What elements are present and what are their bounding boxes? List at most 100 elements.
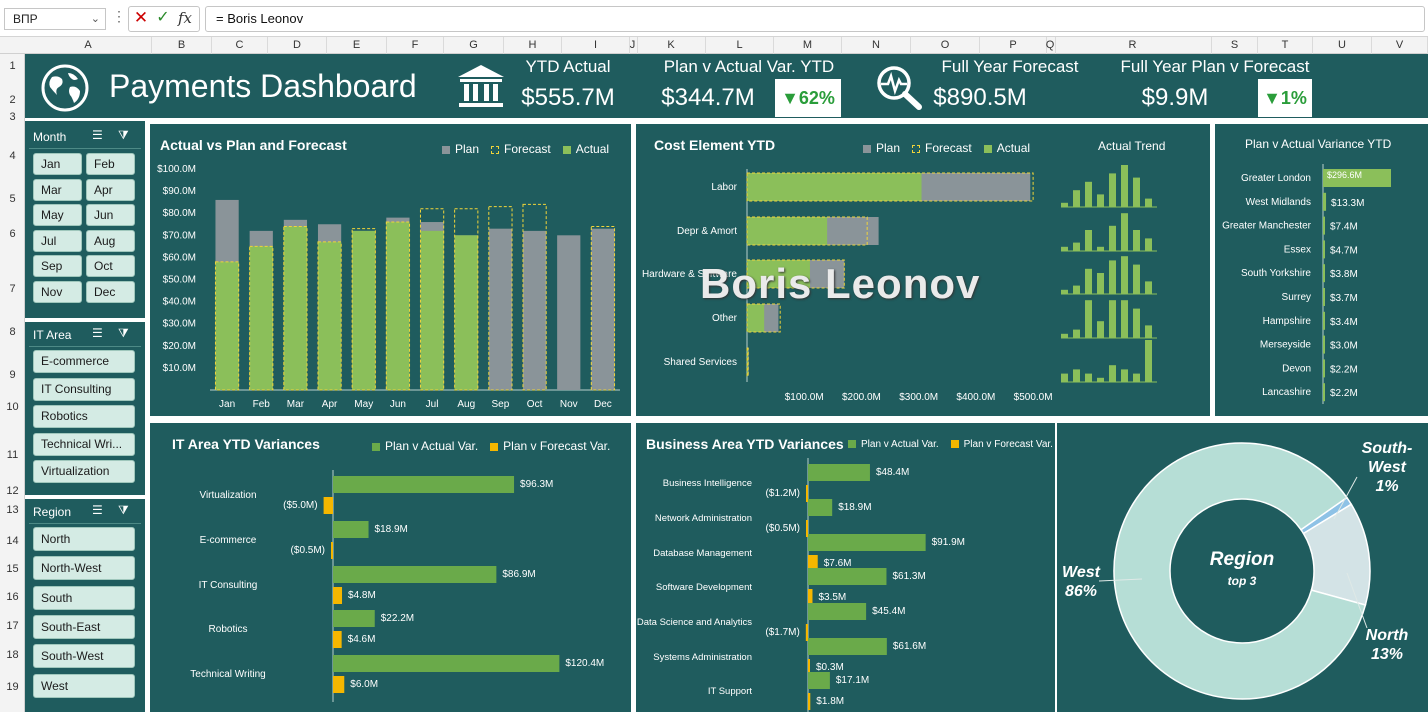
confirm-icon[interactable]: ✓ [156,9,170,26]
column-header-q[interactable]: Q [1045,37,1056,54]
row-header-16[interactable]: 16 [6,591,19,603]
slicer-item-south[interactable]: South [33,585,135,610]
slicer-item-apr[interactable]: Apr [86,178,135,201]
column-header-e[interactable]: E [327,37,387,54]
slicer-item-south-west[interactable]: South-West [33,644,135,669]
category-label: Data Science and Analytics [637,617,752,628]
kpi-plan-actual-badge: ▼62% [775,79,841,117]
slicer-item-robotics[interactable]: Robotics [33,405,135,428]
slicer-title-region: Region [33,505,72,519]
row-header-12[interactable]: 12 [6,485,19,497]
clear-filter-icon[interactable]: ⧩ [118,128,129,142]
row-header-8[interactable]: 8 [9,326,16,338]
slicer-item-aug[interactable]: Aug [86,229,135,252]
column-header-h[interactable]: H [504,37,562,54]
row-header-13[interactable]: 13 [6,504,19,516]
slicer-item-jun[interactable]: Jun [86,204,135,226]
slicer-item-west[interactable]: West [33,673,135,698]
column-header-c[interactable]: C [212,37,268,54]
column-header-r[interactable]: R [1054,37,1212,54]
row-header-18[interactable]: 18 [6,649,19,661]
multi-select-icon[interactable]: ☰ [92,128,103,142]
column-header-o[interactable]: O [911,37,980,54]
data-label: $296.6M [1327,170,1362,180]
cancel-icon[interactable]: ✕ [133,8,149,27]
slicer-item-oct[interactable]: Oct [86,255,135,277]
chevron-down-icon[interactable]: ⌄ [90,13,100,25]
slicer-item-e-commerce[interactable]: E-commerce [33,350,135,373]
column-header-l[interactable]: L [706,37,774,54]
clear-filter-icon[interactable]: ⧩ [118,326,129,340]
row-header-15[interactable]: 15 [6,563,19,575]
bar-plan-vs-forecast [808,693,811,710]
slicer-item-south-east[interactable]: South-East [33,614,135,639]
row-header-3[interactable]: 3 [9,111,16,123]
slicer-item-mar[interactable]: Mar [33,178,82,201]
column-header-g[interactable]: G [444,37,504,54]
column-header-v[interactable]: V [1372,37,1428,54]
row-header-2[interactable]: 2 [9,94,16,106]
sparkline-bar [1133,373,1140,382]
column-header-s[interactable]: S [1212,37,1258,54]
bar-plan-vs-forecast [805,624,808,641]
row-header-5[interactable]: 5 [9,193,16,205]
insert-function-icon[interactable]: fx [178,9,193,27]
column-header-j[interactable]: J [628,37,638,54]
column-header-t[interactable]: T [1258,37,1313,54]
slicer-item-nov[interactable]: Nov [33,280,82,303]
column-header-f[interactable]: F [387,37,444,54]
slicer-item-north-west[interactable]: North-West [33,556,135,581]
data-label: $2.2M [1330,364,1358,375]
chart-region-variance: Greater London $296.6M West Midlands $13.3M… [1222,164,1391,404]
row-header-10[interactable]: 10 [6,401,19,413]
row-header-6[interactable]: 6 [9,228,16,240]
formula-input[interactable]: = Boris Leonov [205,6,1425,32]
sparkline-bar [1097,321,1104,338]
data-label: $3.4M [1330,317,1358,328]
row-header-1[interactable]: 1 [9,60,16,72]
clear-filter-icon[interactable]: ⧩ [118,503,129,517]
bar-plan-vs-actual [333,610,375,627]
sparkline-bar [1097,194,1104,207]
row-header-4[interactable]: 4 [9,150,16,162]
row-header-9[interactable]: 9 [9,369,16,381]
slicer-item-technical-wri-[interactable]: Technical Wri... [33,432,135,456]
slicer-item-jan[interactable]: Jan [33,153,82,175]
column-header-u[interactable]: U [1313,37,1372,54]
slicer-item-dec[interactable]: Dec [86,280,135,303]
column-header-k[interactable]: K [637,37,706,54]
column-header-i[interactable]: I [562,37,630,54]
column-header-n[interactable]: N [842,37,911,54]
leader-line [1098,578,1143,582]
multi-select-icon[interactable]: ☰ [92,326,103,340]
sparkline-bar [1061,246,1068,251]
slicer-item-virtualization[interactable]: Virtualization [33,460,135,483]
multi-select-icon[interactable]: ☰ [92,503,103,517]
legend-actual-swatch [562,145,571,154]
sparkline-bar [1109,173,1116,207]
slicer-item-sep[interactable]: Sep [33,255,82,277]
row-header-19[interactable]: 19 [6,681,19,693]
row-header-17[interactable]: 17 [6,620,19,632]
slicer-item-may[interactable]: May [33,204,82,226]
slicer-item-north[interactable]: North [33,527,135,551]
column-header-a[interactable]: A [25,37,152,54]
column-header-p[interactable]: P [980,37,1047,54]
column-header-b[interactable]: B [152,37,212,54]
category-label: Surrey [1282,292,1311,303]
slicer-title-it_area: IT Area [33,328,72,342]
row-header-14[interactable]: 14 [6,535,19,547]
row-header-11[interactable]: 11 [6,449,19,461]
sparkline-bar [1133,308,1140,338]
chart-legend: Plan Forecast Actual [430,142,609,156]
more-options-icon[interactable]: ⋮ [112,8,126,24]
slicer-item-it-consulting[interactable]: IT Consulting [33,377,135,401]
column-header-m[interactable]: M [774,37,842,54]
column-header-d[interactable]: D [268,37,327,54]
name-box[interactable]: ВПР ⌄ [4,8,106,30]
slicer-item-jul[interactable]: Jul [33,229,82,252]
row-header-7[interactable]: 7 [9,283,16,295]
slicer-item-feb[interactable]: Feb [86,153,135,175]
search-pulse-icon [877,66,922,110]
donut-label-north: North 13% [1366,627,1409,663]
